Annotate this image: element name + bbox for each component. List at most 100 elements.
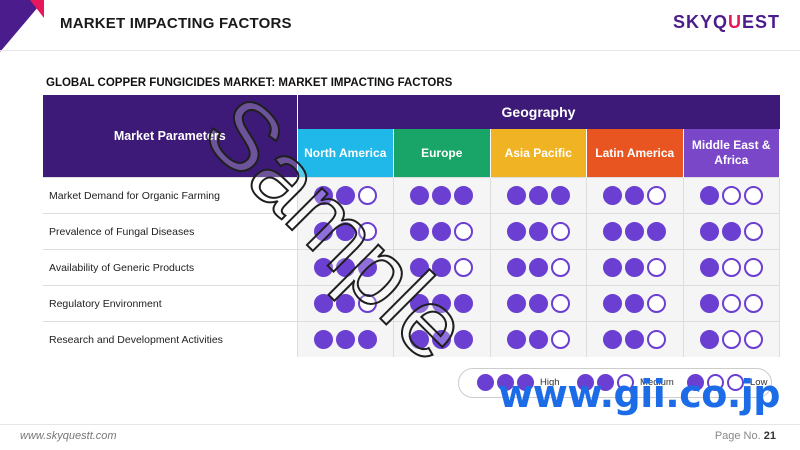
filled-dot xyxy=(410,258,430,277)
filled-dot xyxy=(699,258,719,277)
filled-dot xyxy=(454,330,474,349)
empty-dot xyxy=(550,294,570,313)
filled-dot xyxy=(625,222,645,241)
filled-dot xyxy=(454,294,474,313)
impact-rating-cell xyxy=(683,321,780,357)
footer-divider xyxy=(0,424,800,425)
filled-dot xyxy=(432,186,452,205)
footer-website: www.skyquestt.com xyxy=(20,430,117,442)
corner-decoration xyxy=(0,0,44,52)
filled-dot xyxy=(313,330,333,349)
impact-rating-cell xyxy=(393,213,491,250)
filled-dot xyxy=(313,222,333,241)
parameter-label: Prevalence of Fungal Diseases xyxy=(43,213,298,250)
filled-dot xyxy=(528,294,548,313)
impact-factors-table: Market Parameters Geography North Americ… xyxy=(43,95,780,357)
legend-low-label: Low xyxy=(750,377,768,388)
region-header: Europe xyxy=(393,129,491,178)
table-row: Prevalence of Fungal Diseases xyxy=(43,213,780,250)
filled-dot xyxy=(506,294,526,313)
empty-dot xyxy=(454,222,474,241)
impact-rating-cell xyxy=(490,321,587,357)
impact-rating-cell xyxy=(393,177,491,214)
legend-medium: Medium xyxy=(577,374,674,391)
filled-dot xyxy=(625,258,645,277)
filled-dot xyxy=(625,330,645,349)
empty-dot xyxy=(721,330,741,349)
impact-rating-cell xyxy=(586,177,684,214)
gii-watermark: www.gii.co.jp xyxy=(498,372,780,416)
filled-dot xyxy=(699,186,719,205)
parameter-label: Market Demand for Organic Farming xyxy=(43,177,298,214)
filled-dot xyxy=(335,330,355,349)
filled-dot xyxy=(699,222,719,241)
impact-rating-cell xyxy=(297,249,394,286)
table-row: Market Demand for Organic Farming xyxy=(43,177,780,214)
page-number: Page No. 21 xyxy=(714,430,776,442)
filled-dot xyxy=(432,294,452,313)
impact-rating-cell xyxy=(586,249,684,286)
region-header: North America xyxy=(297,129,394,178)
filled-dot xyxy=(550,186,570,205)
impact-rating-cell xyxy=(393,321,491,357)
filled-dot xyxy=(603,294,623,313)
market-parameters-header: Market Parameters xyxy=(43,95,298,178)
empty-dot xyxy=(357,294,377,313)
impact-rating-cell xyxy=(393,285,491,322)
filled-dot xyxy=(603,330,623,349)
empty-dot xyxy=(721,186,741,205)
region-header: Asia Pacific xyxy=(490,129,587,178)
skyquest-logo: SKYQUEST xyxy=(672,12,780,32)
legend-medium-label: Medium xyxy=(640,377,674,388)
impact-rating-cell xyxy=(683,177,780,214)
filled-dot xyxy=(432,330,452,349)
legend-low: Low xyxy=(687,374,767,391)
filled-dot xyxy=(506,222,526,241)
filled-dot xyxy=(410,330,430,349)
filled-dot xyxy=(699,330,719,349)
parameter-label: Regulatory Environment xyxy=(43,285,298,322)
table-row: Research and Development Activities xyxy=(43,321,780,357)
empty-dot xyxy=(357,222,377,241)
parameter-label: Availability of Generic Products xyxy=(43,249,298,286)
filled-dot xyxy=(625,294,645,313)
empty-dot xyxy=(721,258,741,277)
filled-dot xyxy=(528,258,548,277)
empty-dot xyxy=(550,330,570,349)
filled-dot xyxy=(528,330,548,349)
impact-rating-cell xyxy=(683,213,780,250)
empty-dot xyxy=(743,330,763,349)
impact-rating-cell xyxy=(490,249,587,286)
filled-dot xyxy=(335,186,355,205)
filled-dot xyxy=(313,294,333,313)
impact-rating-cell xyxy=(297,213,394,250)
impact-rating-cell xyxy=(393,249,491,286)
impact-rating-cell xyxy=(297,285,394,322)
filled-dot xyxy=(528,222,548,241)
impact-rating-cell xyxy=(490,285,587,322)
filled-dot xyxy=(721,222,741,241)
filled-dot xyxy=(335,258,355,277)
empty-dot xyxy=(550,222,570,241)
region-header: Latin America xyxy=(586,129,684,178)
filled-dot xyxy=(335,222,355,241)
empty-dot xyxy=(743,222,763,241)
region-header: Middle East & Africa xyxy=(683,129,780,178)
filled-dot xyxy=(313,258,333,277)
empty-dot xyxy=(454,258,474,277)
filled-dot xyxy=(454,186,474,205)
filled-dot xyxy=(506,186,526,205)
filled-dot xyxy=(410,186,430,205)
impact-rating-cell xyxy=(490,177,587,214)
geography-header: Geography xyxy=(297,95,780,129)
filled-dot xyxy=(410,222,430,241)
filled-dot xyxy=(603,258,623,277)
filled-dot xyxy=(313,186,333,205)
filled-dot xyxy=(432,258,452,277)
legend: High Medium Low xyxy=(458,368,772,398)
empty-dot xyxy=(647,330,667,349)
empty-dot xyxy=(743,186,763,205)
filled-dot xyxy=(506,258,526,277)
impact-rating-cell xyxy=(586,285,684,322)
empty-dot xyxy=(721,294,741,313)
